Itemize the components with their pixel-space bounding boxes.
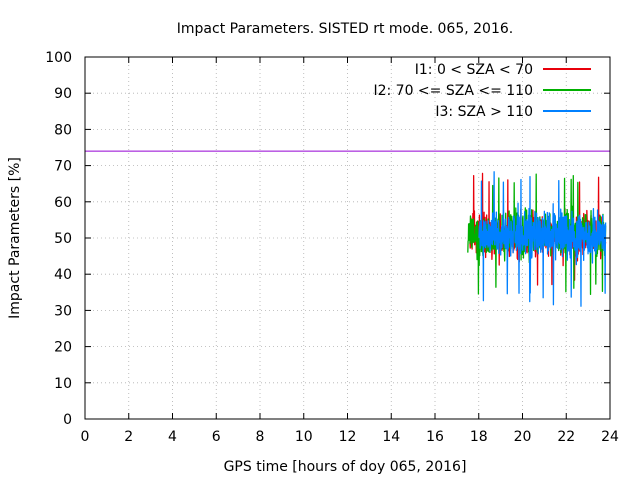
x-tick-label: 12 (339, 429, 357, 445)
x-axis: 0 2 4 6 8 10 12 14 16 18 20 22 24 (81, 57, 619, 445)
x-tick-label: 16 (426, 429, 444, 445)
x-tick-label: 2 (124, 429, 133, 445)
x-axis-label: GPS time [hours of doy 065, 2016] (224, 459, 467, 475)
y-axis: 0 10 20 30 40 50 60 70 80 90 100 (45, 50, 610, 428)
x-tick-label: 24 (601, 429, 619, 445)
y-tick-label: 70 (54, 159, 72, 175)
y-axis-label: Impact Parameters [%] (7, 157, 23, 319)
x-tick-label: 14 (382, 429, 400, 445)
x-tick-label: 6 (212, 429, 221, 445)
x-tick-label: 4 (168, 429, 177, 445)
y-tick-label: 40 (54, 267, 72, 283)
y-tick-label: 80 (54, 122, 72, 138)
series-line-3 (478, 171, 607, 307)
y-tick-label: 50 (54, 231, 72, 247)
y-tick-label: 20 (54, 340, 72, 356)
y-tick-label: 30 (54, 303, 72, 319)
y-tick-label: 60 (54, 195, 72, 211)
chart-title: Impact Parameters. SISTED rt mode. 065, … (177, 21, 513, 37)
x-tick-label: 10 (295, 429, 313, 445)
y-tick-label: 0 (63, 412, 72, 428)
x-tick-label: 20 (514, 429, 532, 445)
plot-area (85, 150, 610, 307)
x-tick-label: 0 (81, 429, 90, 445)
x-tick-label: 18 (470, 429, 488, 445)
y-tick-label: 10 (54, 376, 72, 392)
y-tick-label: 90 (54, 86, 72, 102)
legend-label-1: I1: 0 < SZA < 70 (415, 62, 533, 78)
legend-label-2: I2: 70 <= SZA <= 110 (373, 83, 533, 99)
grid-lines (85, 57, 610, 419)
x-tick-label: 22 (557, 429, 575, 445)
legend-label-3: I3: SZA > 110 (435, 104, 533, 120)
x-tick-label: 8 (256, 429, 265, 445)
legend: I1: 0 < SZA < 70 I2: 70 <= SZA <= 110 I3: … (373, 62, 591, 120)
y-tick-label: 100 (45, 50, 72, 66)
